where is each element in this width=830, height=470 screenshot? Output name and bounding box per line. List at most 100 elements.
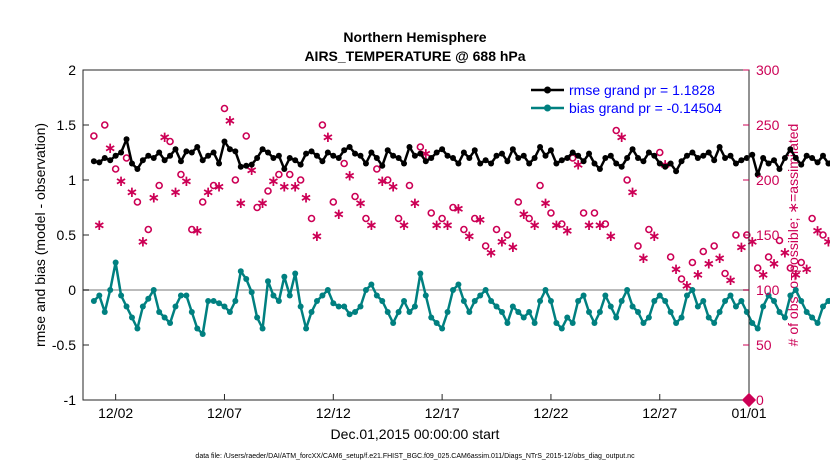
rmse-point xyxy=(825,160,830,167)
obs-assimilated-marker: ∗ xyxy=(430,217,443,234)
obs-assimilated-marker: ∗ xyxy=(332,206,345,223)
bias-point xyxy=(613,314,620,321)
rmse-point xyxy=(406,144,413,150)
bias-point xyxy=(694,303,701,310)
obs-assimilated-marker: ∗ xyxy=(376,173,389,190)
obs-possible-marker xyxy=(242,132,251,140)
rmse-point xyxy=(118,149,125,156)
rmse-point xyxy=(259,146,266,153)
obs-assimilated-marker: ∗ xyxy=(735,239,748,256)
bias-point xyxy=(90,298,97,304)
bias-point xyxy=(564,314,571,321)
rmse-point xyxy=(123,136,130,143)
obs-assimilated-marker: ∗ xyxy=(605,228,618,245)
bias-point xyxy=(319,292,326,299)
obs-assimilated-marker: ∗ xyxy=(561,223,574,240)
obs-assimilated-marker: ∗ xyxy=(583,217,596,234)
obs-assimilated-marker: ∗ xyxy=(235,195,248,212)
rmse-point xyxy=(716,144,723,150)
obs-assimilated-marker: ∗ xyxy=(398,217,411,234)
bias-point xyxy=(732,303,739,310)
obs-possible-marker xyxy=(536,181,544,190)
bias-point xyxy=(591,320,598,326)
bias-point xyxy=(624,287,631,293)
bias-point xyxy=(689,287,696,293)
bias-point xyxy=(352,309,359,315)
bias-point xyxy=(673,320,680,326)
bias-point xyxy=(771,298,778,304)
bias-point xyxy=(803,309,810,315)
x-tick-label: 12/12 xyxy=(316,405,351,421)
bias-point xyxy=(722,298,729,304)
rmse-point xyxy=(270,155,277,161)
bias-point xyxy=(281,273,288,280)
rmse-point xyxy=(101,155,108,161)
rmse-point xyxy=(678,158,685,165)
rmse-point xyxy=(781,155,788,161)
rmse-point xyxy=(308,148,315,155)
obs-assimilated-marker: ∗ xyxy=(169,184,182,201)
left-tick-label: -1 xyxy=(64,392,77,408)
left-tick-label: 1.5 xyxy=(57,117,77,133)
rmse-point xyxy=(357,152,364,159)
obs-assimilated-marker: ∗ xyxy=(147,190,160,207)
rmse-point xyxy=(145,152,152,159)
rmse-point xyxy=(509,146,516,153)
bias-point xyxy=(444,309,451,315)
rmse-point xyxy=(689,149,696,156)
obs-possible-marker xyxy=(177,170,185,179)
bias-point xyxy=(455,281,462,288)
obs-possible-marker xyxy=(688,258,697,267)
rmse-point xyxy=(803,152,810,159)
obs-possible-marker xyxy=(111,165,120,173)
rmse-point xyxy=(498,150,505,157)
obs-possible-marker xyxy=(296,176,305,184)
legend-rmse-marker xyxy=(544,86,551,94)
legend-box xyxy=(526,75,741,121)
obs-assimilated-marker: ∗ xyxy=(539,195,552,212)
rmse-point xyxy=(635,155,641,161)
bias-point xyxy=(128,314,135,321)
rmse-point xyxy=(433,149,440,156)
rmse-point xyxy=(787,146,794,153)
rmse-point xyxy=(324,149,331,156)
rmse-point xyxy=(346,144,353,150)
bias-point xyxy=(471,298,478,304)
rmse-point xyxy=(330,152,337,159)
rmse-point xyxy=(210,149,217,156)
rmse-point xyxy=(580,158,587,165)
bias-point xyxy=(488,298,495,304)
bias-point xyxy=(526,309,533,315)
rmse-point xyxy=(341,147,348,154)
obs-assimilated-marker: ∗ xyxy=(126,184,139,201)
bias-point xyxy=(705,314,712,321)
bias-point xyxy=(286,292,293,299)
obs-possible-marker xyxy=(677,275,686,283)
obs-possible-marker xyxy=(547,209,555,217)
bias-point xyxy=(651,298,658,304)
rmse-point xyxy=(460,149,467,156)
rmse-point xyxy=(493,152,500,159)
bias-point xyxy=(123,303,130,310)
obs-possible-marker xyxy=(721,269,729,278)
rmse-point xyxy=(488,160,495,167)
bias-point xyxy=(433,320,440,326)
bias-point xyxy=(760,303,767,310)
bias-point xyxy=(498,309,505,315)
bias-point xyxy=(450,287,456,293)
rmse-point xyxy=(711,157,718,164)
obs-possible-marker xyxy=(90,132,98,140)
bias-point xyxy=(161,314,168,321)
rmse-point xyxy=(417,150,424,157)
bias-point xyxy=(798,298,805,304)
bias-point xyxy=(145,295,152,302)
rmse-point xyxy=(107,157,114,164)
obs-assimilated-marker: ∗ xyxy=(528,217,541,234)
obs-possible-marker xyxy=(775,236,784,245)
obs-assimilated-marker: ∗ xyxy=(713,250,726,267)
rmse-point xyxy=(683,152,690,159)
rmse-point xyxy=(319,158,326,165)
rmse-point xyxy=(167,152,174,159)
bias-point xyxy=(292,270,299,277)
rmse-point xyxy=(134,166,141,172)
